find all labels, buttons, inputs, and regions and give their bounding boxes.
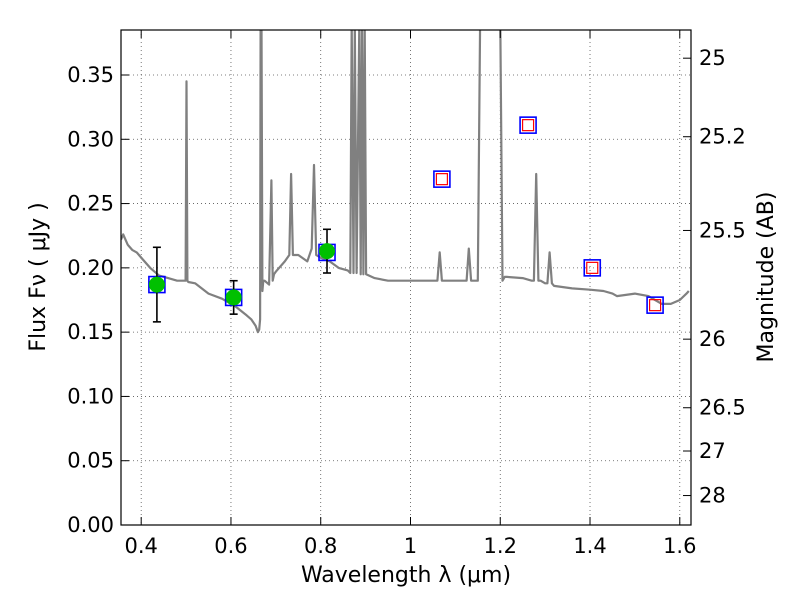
red-square-marker [435,173,449,186]
spectrum-layer [121,30,690,334]
blue-square-marker [646,296,664,314]
y2-tick-label: 26 [699,327,726,351]
marker-layer [148,116,664,323]
x-tick-label: 1 [404,534,417,558]
blue-square-marker [519,116,537,134]
model-spectrum-line [121,30,690,334]
green-data-point [148,276,165,293]
x-tick-label: 1.2 [484,534,517,558]
y-tick-label: 0.15 [67,320,114,344]
plot-frame [120,29,692,526]
y-tick-label: 0.25 [67,192,114,216]
x-tick-label: 0.8 [304,534,337,558]
y-tick-label: 0.20 [67,256,114,280]
x-tick-label: 0.4 [124,534,157,558]
y-tick-label: 0.05 [67,449,114,473]
red-square-marker [648,299,662,312]
y2-tick-label: 25 [699,46,726,70]
x-tick-label: 0.6 [214,534,247,558]
y2-tick-label: 25.5 [699,218,746,242]
x-tick-label: 1.4 [573,534,606,558]
y2-tick-label: 28 [699,484,726,508]
y2-tick-label: 26.5 [699,396,746,420]
grid [121,30,691,526]
y-tick-label: 0.00 [67,513,114,537]
axes: 0.4 0.6 0.8 1 1.2 1.4 1.6 0.00 0.05 0.10 0.15 0.20 0… [67,30,746,558]
blue-square-marker [583,259,602,277]
red-square-marker [521,119,535,132]
y2-tick-label: 27 [699,439,726,463]
y-tick-label: 0.10 [67,384,114,408]
y2-axis-label: Magnitude (AB) [754,192,779,363]
green-data-point [225,289,242,306]
green-data-point [319,243,336,260]
y-tick-label: 0.30 [67,127,114,151]
y-tick-label: 0.35 [67,63,114,87]
y-axis-label: Flux Fν ( μJy ) [26,202,51,351]
x-axis-label: Wavelength λ (μm) [301,563,511,588]
y2-tick-label: 25.2 [699,125,746,149]
red-square-marker [586,261,599,274]
blue-square-marker [433,170,451,188]
x-tick-label: 1.6 [663,534,696,558]
